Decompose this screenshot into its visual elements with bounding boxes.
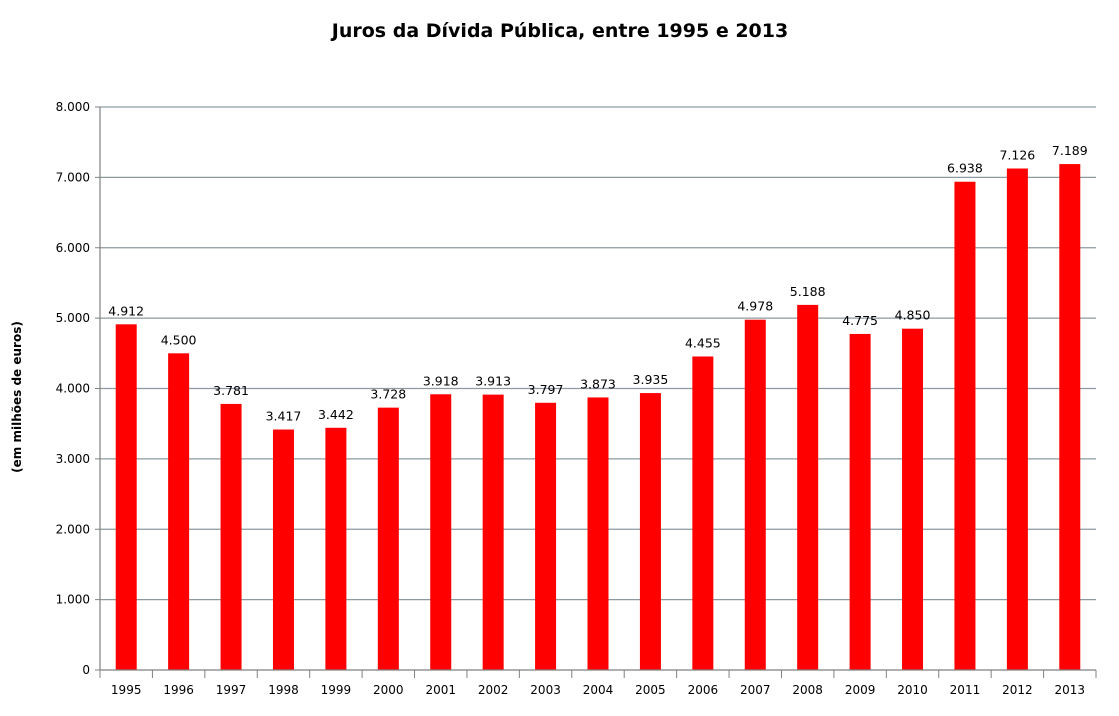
x-tick-label: 2009 <box>845 683 876 697</box>
data-label: 3.918 <box>423 373 459 388</box>
bar <box>377 407 399 670</box>
y-axis-title: (em milhões de euros) <box>10 321 24 473</box>
x-tick-label: 2006 <box>688 683 719 697</box>
x-tick-label: 1996 <box>163 683 194 697</box>
x-tick-label: 1995 <box>111 683 142 697</box>
bar <box>587 397 609 670</box>
bar <box>115 324 137 670</box>
bar <box>954 181 976 670</box>
data-label: 4.978 <box>737 299 773 314</box>
bar <box>272 429 294 670</box>
y-tick-labels: 0 1.000 2.000 3.000 4.000 5.000 6.000 7.000 8.00… <box>56 100 90 677</box>
bar <box>535 402 557 670</box>
data-label: 3.417 <box>266 409 302 424</box>
data-label: 4.500 <box>161 332 197 347</box>
data-label: 7.189 <box>1052 143 1088 158</box>
bar <box>692 356 714 670</box>
y-tick-label: 7.000 <box>56 170 90 184</box>
x-axis <box>99 107 1097 678</box>
data-label: 6.938 <box>947 161 983 176</box>
bar <box>797 304 819 670</box>
y-tick-label: 5.000 <box>56 311 90 325</box>
data-label: 4.912 <box>108 303 144 318</box>
y-tick-label: 3.000 <box>56 452 90 466</box>
data-label: 4.455 <box>685 335 721 350</box>
y-tick-label: 4.000 <box>56 382 90 396</box>
x-tick-label: 2005 <box>635 683 666 697</box>
bar <box>325 427 347 670</box>
x-tick-label: 2004 <box>583 683 614 697</box>
y-tick-label: 8.000 <box>56 100 90 114</box>
x-tick-label: 2013 <box>1055 683 1086 697</box>
data-label: 4.850 <box>895 308 931 323</box>
bars <box>115 164 1081 670</box>
y-tick-label: 1.000 <box>56 593 90 607</box>
bar <box>220 403 242 670</box>
data-label: 3.442 <box>318 407 354 422</box>
data-label: 5.188 <box>790 284 826 299</box>
data-label: 3.781 <box>213 383 249 398</box>
bar <box>1006 168 1028 670</box>
x-tick-labels: 1995 1996 1997 1998 1999 2000 2001 2002 2003 2004… <box>111 683 1085 697</box>
data-label: 3.797 <box>528 382 564 397</box>
bar <box>744 319 766 670</box>
x-tick-label: 2010 <box>897 683 928 697</box>
bar <box>430 394 452 670</box>
x-tick-label: 2003 <box>530 683 561 697</box>
x-tick-label: 2007 <box>740 683 771 697</box>
data-label: 3.873 <box>580 376 616 391</box>
x-tick-label: 2011 <box>950 683 981 697</box>
x-tick-label: 2008 <box>792 683 823 697</box>
data-labels: 4.912 4.500 3.781 3.417 3.442 3.728 3.918 3.913… <box>108 143 1087 423</box>
x-tick-label: 2000 <box>373 683 404 697</box>
chart-title: Juros da Dívida Pública, entre 1995 e 20… <box>330 20 788 42</box>
data-label: 7.126 <box>999 148 1035 163</box>
bar <box>639 393 661 670</box>
data-label: 3.728 <box>370 387 406 402</box>
y-tick-label: 0 <box>82 663 90 677</box>
y-tick-label: 6.000 <box>56 241 90 255</box>
x-tick-label: 2002 <box>478 683 509 697</box>
y-tick-label: 2.000 <box>56 522 90 536</box>
bar <box>168 353 190 670</box>
x-tick-label: 2001 <box>425 683 456 697</box>
bar <box>482 394 504 670</box>
x-tick-label: 2012 <box>1002 683 1033 697</box>
bar <box>849 333 871 670</box>
x-tick-label: 1998 <box>268 683 299 697</box>
bar <box>1059 164 1081 670</box>
bar <box>902 328 924 670</box>
x-tick-label: 1997 <box>216 683 247 697</box>
data-label: 4.775 <box>842 313 878 328</box>
data-label: 3.935 <box>633 372 669 387</box>
data-label: 3.913 <box>475 374 511 389</box>
x-tick-label: 1999 <box>321 683 352 697</box>
